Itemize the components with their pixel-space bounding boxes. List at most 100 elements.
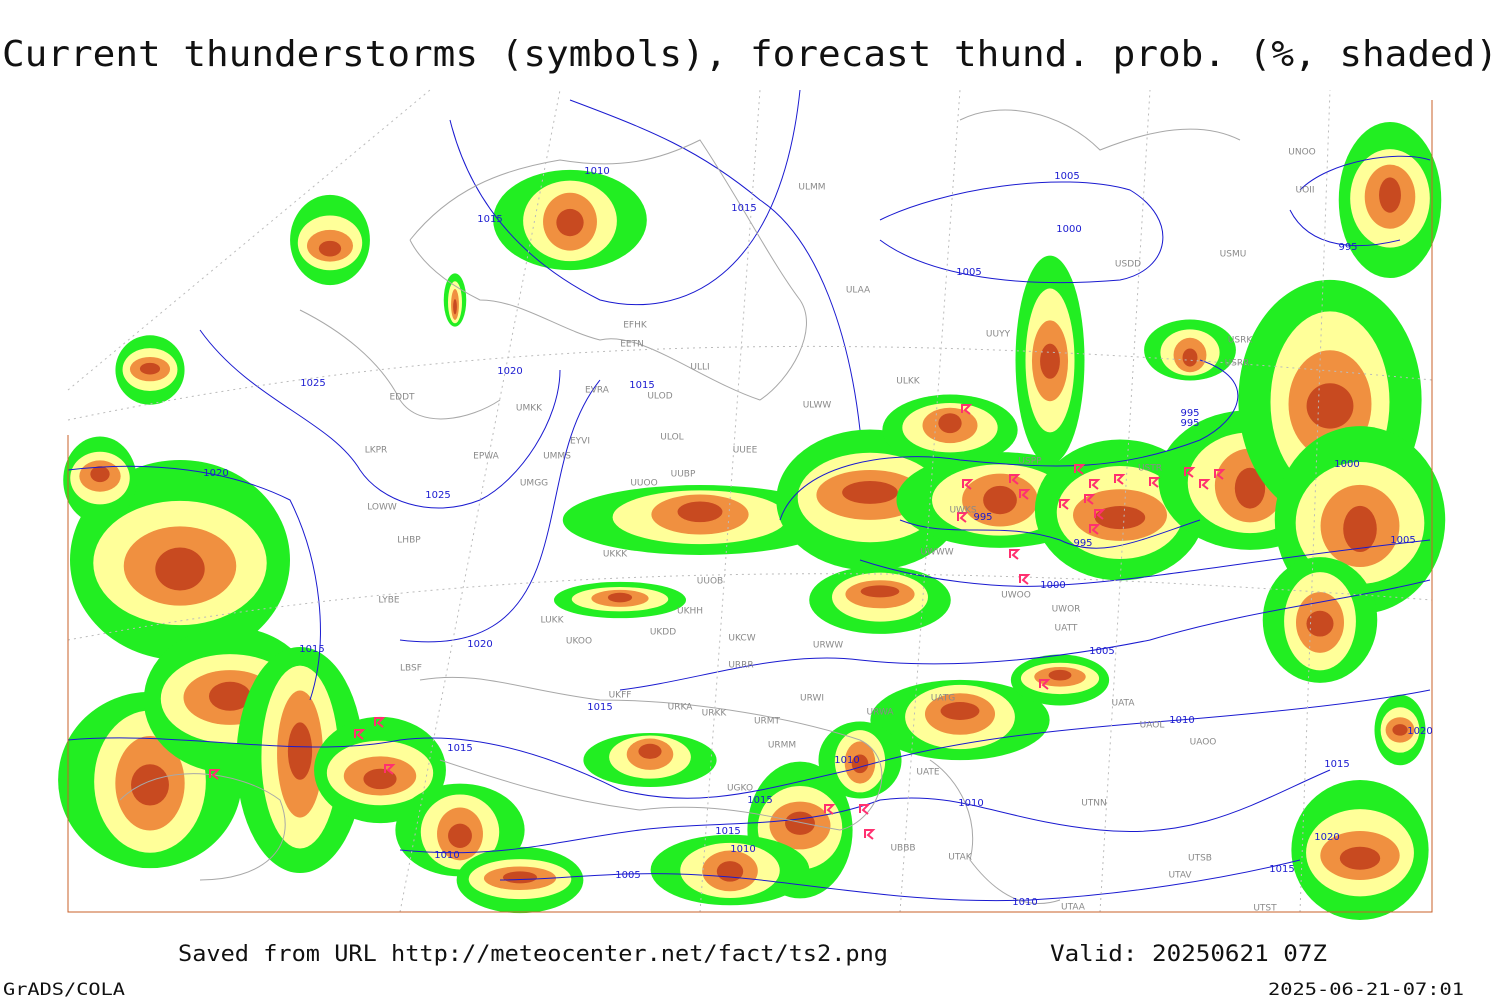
isobar <box>619 579 1431 691</box>
isobar-label: 1010 <box>434 850 459 861</box>
isobar-label: 1015 <box>1269 864 1294 875</box>
map-frame <box>67 100 1433 913</box>
coastline <box>409 139 807 401</box>
station-label: UMGG <box>520 479 548 489</box>
isobar-label: 1015 <box>587 702 612 713</box>
isobar-label: 995 <box>973 512 992 523</box>
station-label: UMKK <box>516 404 543 414</box>
station-label: URKA <box>668 703 694 713</box>
station-label: URKK <box>702 709 728 719</box>
isobar <box>67 689 1431 799</box>
station-label: UWOR <box>1052 605 1081 615</box>
shaded-area <box>940 702 980 720</box>
isobar <box>569 99 861 431</box>
station-label: UMMS <box>543 452 571 462</box>
station-label: LHBP <box>397 536 421 546</box>
station-label: UTAV <box>1168 871 1192 881</box>
shaded-area <box>139 362 161 375</box>
storm-symbol <box>859 804 871 815</box>
storm-symbol <box>1019 574 1031 585</box>
isobar-label: 1015 <box>477 214 502 225</box>
station-label: EYVI <box>570 437 590 447</box>
station-label: UBBB <box>890 844 915 854</box>
isobar-label: 1015 <box>715 826 740 837</box>
isobar-label: 1010 <box>584 166 609 177</box>
station-label: LUKK <box>541 616 565 626</box>
station-label: UATG <box>931 694 956 704</box>
isobar-label: 1010 <box>834 755 859 766</box>
station-label: USPP <box>1018 457 1042 467</box>
station-label: UWKS <box>949 506 976 516</box>
shaded-area <box>90 466 110 483</box>
credit: GrADS/COLA <box>3 980 125 1000</box>
shaded-area <box>716 861 744 882</box>
shaded-area <box>860 585 900 598</box>
isobar-label: 1015 <box>731 203 756 214</box>
shaded-area <box>1392 724 1408 736</box>
storm-symbol <box>354 729 366 740</box>
station-label: UUEE <box>733 446 758 456</box>
isobar-label: 995 <box>1180 418 1199 429</box>
shaded-area <box>677 501 723 523</box>
isobar-label: 1010 <box>1169 715 1194 726</box>
station-label: LOWW <box>367 503 397 513</box>
storm-symbol <box>209 769 221 780</box>
station-label: UKFF <box>609 691 632 701</box>
station-label: USRR <box>1225 359 1250 369</box>
shaded-area <box>1379 177 1401 213</box>
station-label: UATA <box>1111 699 1135 709</box>
isobar <box>199 329 561 509</box>
isobar <box>879 181 1164 284</box>
isobar-label: 995 <box>1180 408 1199 419</box>
shaded-area <box>638 743 662 759</box>
station-label: URWW <box>813 641 843 651</box>
station-label: USDD <box>1115 260 1141 270</box>
title: Current thunderstorms (symbols), forecas… <box>2 34 1498 75</box>
isobar <box>399 379 601 643</box>
isobar <box>399 769 1331 854</box>
storm-symbol <box>1009 549 1021 560</box>
storm-symbol <box>384 764 396 775</box>
isobar-label: 1015 <box>1324 759 1349 770</box>
station-label: EETN <box>620 340 644 350</box>
shaded-area <box>131 764 169 806</box>
station-label: UKCW <box>728 634 755 644</box>
station-label: USTR <box>1138 464 1162 474</box>
isobar <box>779 359 1239 521</box>
isobar-label: 1010 <box>1012 897 1037 908</box>
station-label: UKDD <box>650 628 676 638</box>
station-label: EFHK <box>623 321 648 331</box>
station-label: ULAA <box>846 286 871 296</box>
coastline <box>929 759 1061 905</box>
graticule <box>67 89 1433 913</box>
shaded-area <box>1306 610 1334 637</box>
station-label: UOII <box>1296 186 1315 196</box>
shaded-area <box>1306 383 1354 429</box>
storm-symbol <box>1149 477 1161 488</box>
station-label: ULMM <box>798 183 825 193</box>
station-label: UUBP <box>671 470 696 480</box>
station-label: UNOO <box>1288 148 1316 158</box>
station-label: URWI <box>800 694 824 704</box>
source-url: Saved from URL http://meteocenter.net/fa… <box>178 942 888 967</box>
storm-symbol <box>1074 464 1086 475</box>
shaded-area <box>842 480 898 504</box>
storm-symbol <box>1089 524 1101 535</box>
coastline <box>119 773 286 881</box>
isobar-label: 995 <box>1073 538 1092 549</box>
station-label: EPWA <box>473 452 500 462</box>
isobar-label: 1000 <box>1056 224 1081 235</box>
timestamp: 2025-06-21-07:01 <box>1268 980 1464 1000</box>
shaded-area <box>453 299 457 315</box>
station-label: UWOO <box>1001 591 1031 601</box>
station-label: URMM <box>768 741 796 751</box>
shaded-area <box>1234 467 1266 509</box>
shaded-area <box>1048 669 1072 681</box>
storm-symbol <box>864 829 876 840</box>
shaded-area <box>208 681 252 711</box>
storm-symbol <box>1184 467 1196 478</box>
isobar-label: 1005 <box>615 870 640 881</box>
isobar-label: 1015 <box>629 380 654 391</box>
isobar-label: 1015 <box>299 644 324 655</box>
